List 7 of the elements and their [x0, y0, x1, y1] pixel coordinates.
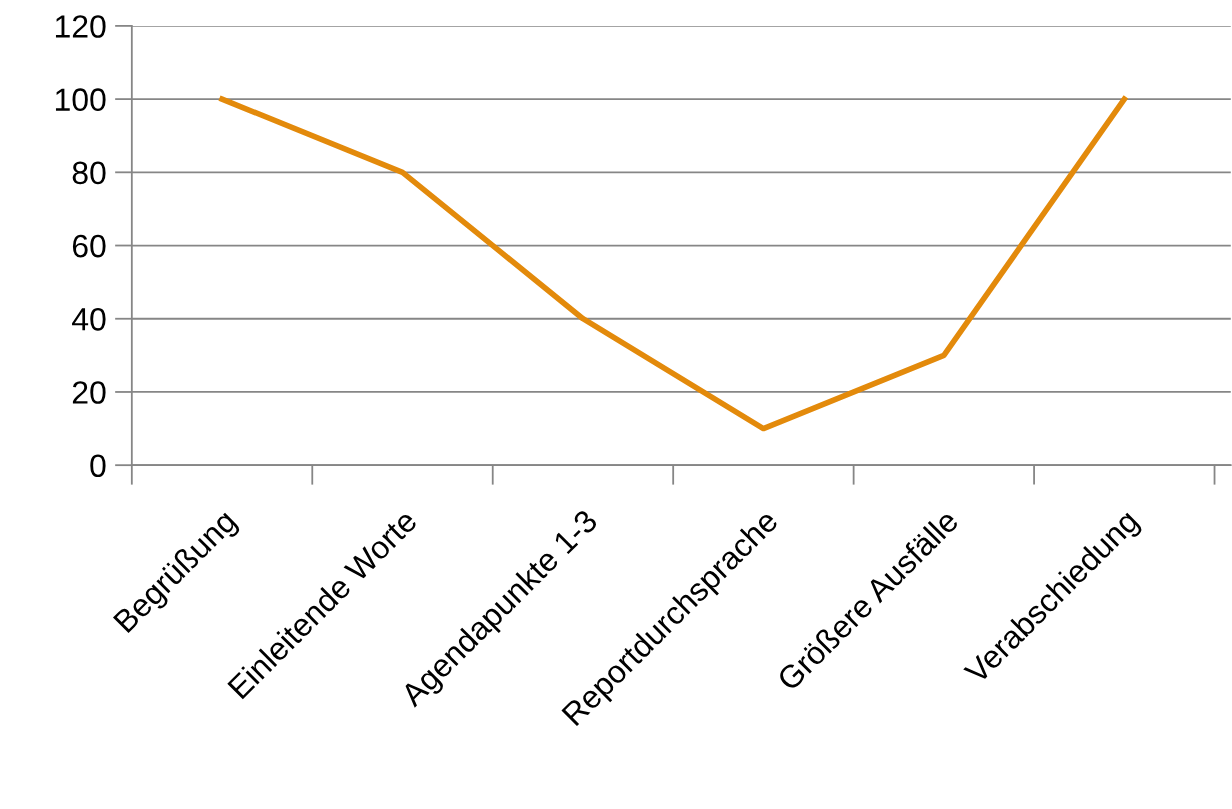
y-tick-label: 20	[72, 381, 106, 404]
y-tick-label: 0	[90, 454, 106, 478]
y-tick-label: 80	[72, 161, 106, 185]
y-tick-label: 120	[55, 15, 106, 38]
y-tick-label: 60	[72, 234, 106, 258]
y-tick-label: 100	[55, 88, 106, 111]
y-tick-label: 40	[72, 308, 106, 331]
